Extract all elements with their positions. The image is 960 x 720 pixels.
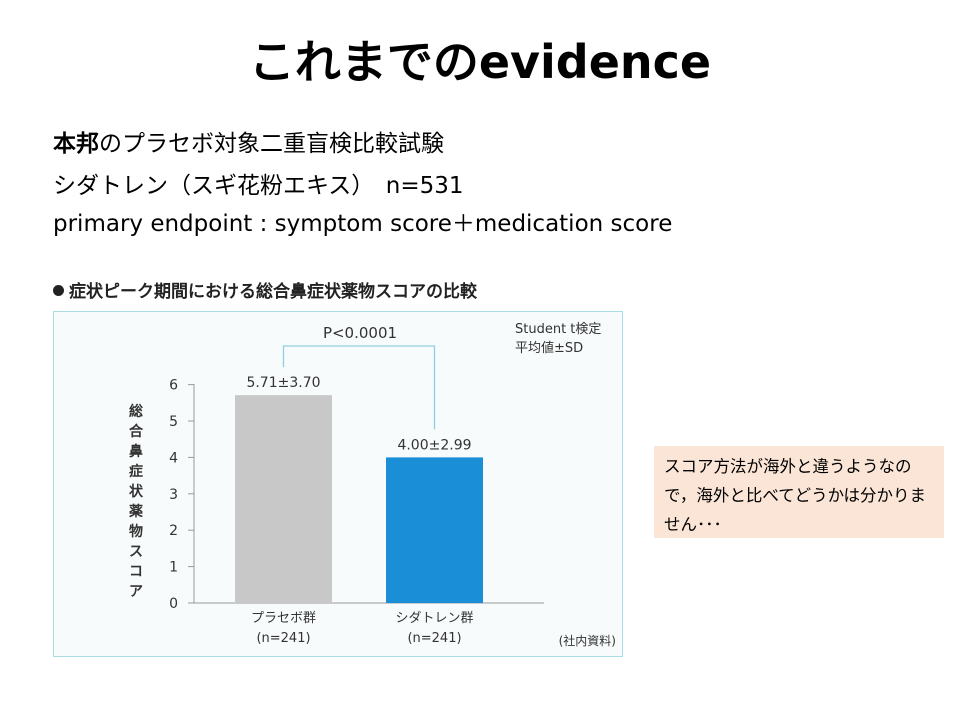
category-label: シダトレン群 — [395, 611, 473, 626]
bars — [235, 395, 483, 603]
y-axis-label-char: 合 — [129, 423, 144, 440]
y-axis-label-char: 症 — [129, 463, 143, 480]
method-line-2: 平均値±SD — [515, 340, 583, 356]
y-tick-label: 5 — [169, 414, 178, 430]
y-tick-label: 3 — [169, 487, 178, 503]
bar — [235, 395, 332, 603]
y-tick-label: 1 — [169, 560, 178, 576]
y-axis-label-char: 総 — [129, 403, 143, 420]
source-label: (社内資料) — [559, 633, 616, 648]
comparison-bracket — [282, 345, 436, 430]
y-axis-label-char: 状 — [129, 483, 144, 500]
drug-line: シダトレン（スギ花粉エキス） n=531 — [53, 173, 464, 199]
category-label: プラセボ群 — [251, 611, 316, 626]
endpoint-line: primary endpoint : symptom score＋medicat… — [53, 211, 673, 237]
category-n-label: (n=241) — [256, 631, 310, 646]
y-axis-label: 総合鼻症状薬物スコア — [129, 403, 144, 600]
bar-value-label: 4.00±2.99 — [397, 437, 471, 453]
y-axis-label-char: ア — [129, 584, 143, 600]
chart-heading-text: 症状ピーク期間における総合鼻症状薬物スコアの比較 — [69, 282, 477, 302]
study-design-line: 本邦のプラセボ対象二重盲検比較試験 — [53, 124, 444, 158]
y-axis-label-char: 物 — [129, 523, 143, 540]
y-tick-label: 6 — [169, 378, 178, 394]
study-country-label: 本邦 — [53, 131, 99, 157]
y-axis-label-char: ス — [129, 544, 143, 560]
y-tick-label: 4 — [169, 450, 178, 466]
category-labels: プラセボ群 (n=241) シダトレン群 (n=241) — [251, 611, 474, 646]
method-line-1: Student t検定 — [515, 322, 601, 337]
bullet-icon — [53, 285, 64, 296]
study-design-text: のプラセボ対象二重盲検比較試験 — [99, 131, 444, 157]
y-ticks: 0 1 2 3 4 5 6 — [169, 378, 194, 612]
y-axis-label-char: 鼻 — [129, 443, 143, 460]
chart-heading: 症状ピーク期間における総合鼻症状薬物スコアの比較 — [53, 277, 477, 302]
y-axis-label-char: 薬 — [129, 503, 143, 520]
bar — [386, 457, 483, 603]
chart-svg: 0 1 2 3 4 5 6 総合鼻症状薬物スコア 5.71±3.70 4.00±2.99 プラ… — [129, 322, 616, 648]
bar-chart: 0 1 2 3 4 5 6 総合鼻症状薬物スコア 5.71±3.70 4.00±2.99 プラ… — [53, 311, 623, 657]
y-tick-label: 2 — [169, 523, 178, 539]
category-n-label: (n=241) — [407, 631, 461, 646]
y-tick-label: 0 — [169, 596, 178, 612]
comment-note: スコア方法が海外と違うようなので，海外と比べてどうかは分かりません･･･ — [654, 446, 944, 538]
page-title: これまでのevidence — [248, 35, 712, 89]
p-value-label: P<0.0001 — [323, 324, 397, 342]
y-axis-label-char: コ — [129, 564, 143, 580]
bar-value-label: 5.71±3.70 — [246, 375, 320, 391]
bar-value-labels: 5.71±3.70 4.00±2.99 — [246, 375, 471, 453]
